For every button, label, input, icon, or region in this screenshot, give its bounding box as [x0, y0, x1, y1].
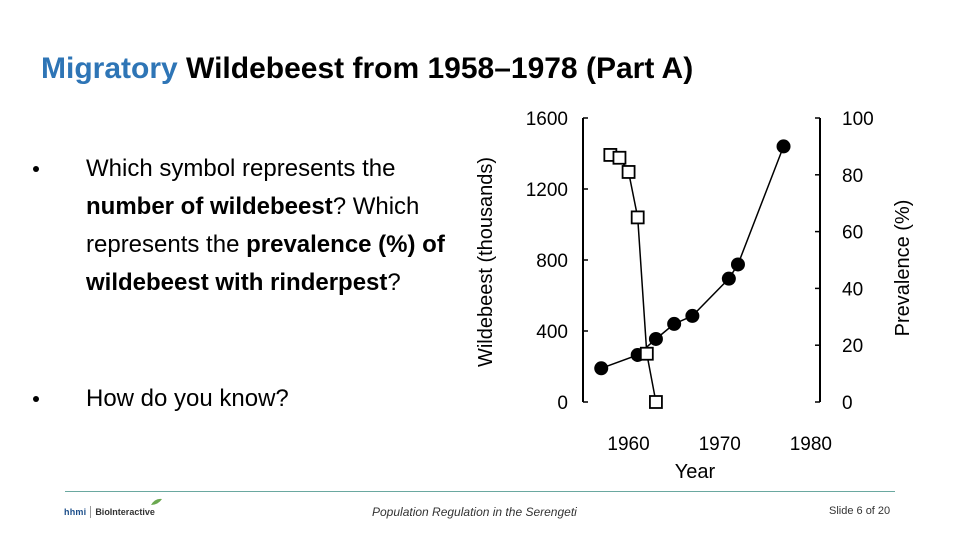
data-point-prevalence	[621, 165, 636, 179]
data-point-wildebeest	[685, 308, 700, 323]
y-tick-label: 0	[557, 393, 568, 414]
y-tick-label: 1600	[526, 109, 568, 130]
y-tick-label: 1200	[526, 180, 568, 201]
y2-tick-label: 20	[842, 336, 863, 357]
y-tick-label: 400	[536, 322, 568, 343]
leaf-icon	[151, 498, 162, 505]
series-line-1	[600, 146, 785, 369]
footer-divider	[65, 491, 895, 492]
y2-tick-label: 60	[842, 223, 863, 244]
slide-number: Slide 6 of 20	[829, 505, 891, 517]
data-point-wildebeest	[776, 139, 791, 154]
logo-bio-text: BioInteractive	[95, 507, 155, 517]
y-tick-label: 800	[536, 251, 568, 272]
series-line-2	[610, 154, 657, 403]
bullet-text-2: How do you know?	[86, 380, 463, 418]
data-point-wildebeest	[730, 257, 745, 272]
y2-tick-label: 100	[842, 109, 874, 130]
bullet-item-2: How do you know?	[33, 380, 463, 418]
y2-tick-label: 40	[842, 279, 863, 300]
x-tick-label: 1960	[607, 434, 649, 455]
logo-hhmi-text: hhmi	[64, 507, 87, 517]
footer-caption: Population Regulation in the Serengeti	[372, 505, 577, 519]
slide-title: Migratory Wildebeest from 1958–1978 (Par…	[41, 52, 693, 86]
title-rest: Wildebeest from 1958–1978 (Part A)	[177, 52, 694, 85]
x-tick-label: 1980	[790, 434, 832, 455]
data-point-prevalence	[612, 150, 627, 165]
bullet-1-part-1: Which symbol represents the	[86, 155, 396, 182]
bullet-text-1: Which symbol represents the number of wi…	[86, 150, 463, 302]
x-tick-label: 1970	[699, 434, 741, 455]
bullet-1-part-4: prevalence (%) of wildebeest with rinder…	[86, 231, 445, 296]
chart-series	[594, 139, 791, 409]
bullet-1-part-2: number of wildebeest	[86, 193, 333, 220]
bullet-dot-icon	[33, 396, 39, 402]
bullet-item-1: Which symbol represents the number of wi…	[33, 150, 463, 302]
y-axis-label: Wildebeest (thousands)	[475, 157, 497, 367]
data-point-wildebeest	[594, 361, 609, 376]
data-point-prevalence	[630, 210, 645, 225]
data-point-wildebeest	[648, 331, 663, 346]
bullet-1-part-3: ? Which represents the	[86, 193, 420, 258]
title-accent: Migratory	[41, 52, 178, 85]
bullet-dot-icon	[33, 166, 39, 172]
data-point-prevalence	[649, 395, 663, 409]
biointeractive-logo: hhmi BioInteractive	[64, 497, 162, 527]
y2-tick-label: 0	[842, 393, 853, 414]
y2-axis-label: Prevalence (%)	[892, 200, 914, 337]
data-point-wildebeest	[721, 271, 736, 286]
y2-tick-label: 80	[842, 166, 863, 187]
chart-ticks: 0 400 800 1200 1600 0 20 40 60 80 100 1960 1970 1980	[526, 109, 874, 455]
logo-separator	[90, 506, 92, 518]
data-point-wildebeest	[667, 316, 682, 331]
data-point-prevalence	[639, 346, 654, 361]
bullet-1-part-5: ?	[387, 269, 401, 296]
x-axis-label: Year	[675, 461, 716, 483]
bullet-2-part-1: How do you know?	[86, 385, 289, 412]
